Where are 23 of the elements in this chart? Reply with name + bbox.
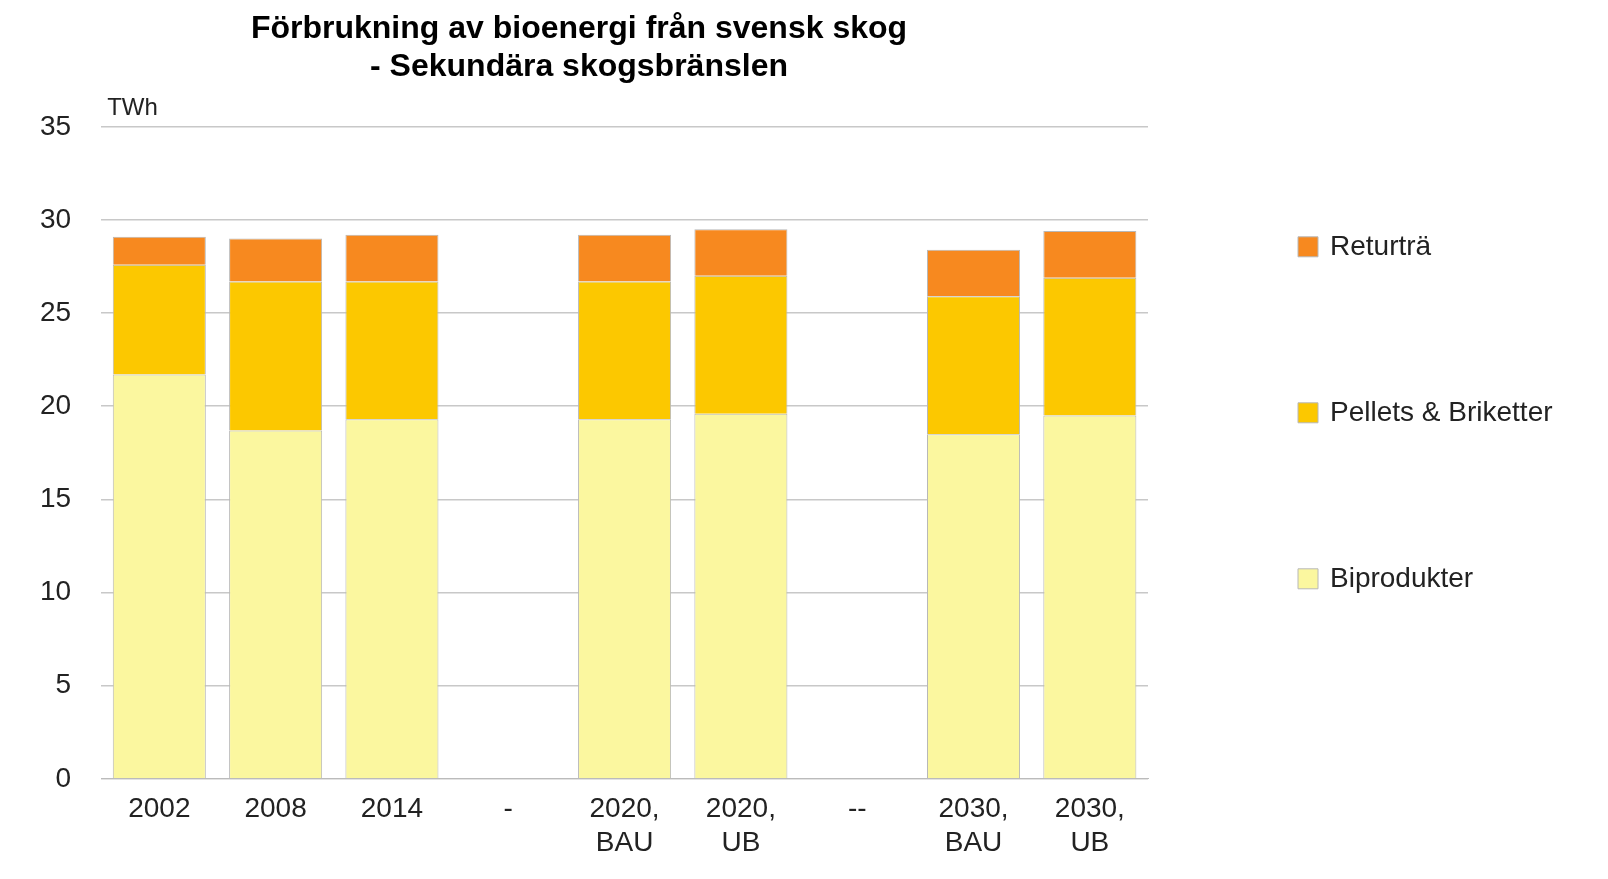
x-tick-label: 2020, UB	[705, 792, 776, 857]
y-tick-label: 10	[39, 575, 72, 607]
x-tick-label: 2002	[128, 792, 191, 824]
x-tick-label: --	[847, 792, 867, 824]
y-tick-label: 5	[55, 668, 72, 700]
legend-label: Pellets & Briketter	[1330, 395, 1553, 427]
legend-label: Returträ	[1330, 229, 1432, 261]
y-tick-label: 20	[39, 388, 72, 420]
x-tick-label: 2030, BAU	[938, 792, 1009, 857]
x-tick-label: 2020, BAU	[589, 792, 660, 857]
y-tick-label: 25	[39, 295, 72, 327]
legend-label: Biprodukter	[1330, 561, 1474, 593]
x-tick-label: 2008	[244, 792, 307, 824]
y-tick-label: 35	[39, 109, 72, 141]
x-tick-label: -	[503, 792, 513, 824]
chart-subtitle: - Sekundära skogsbränslen	[370, 47, 788, 84]
y-axis-title: TWh	[107, 93, 158, 121]
x-tick-label: 2014	[360, 792, 424, 824]
y-tick-label: 15	[39, 482, 72, 514]
y-tick-label: 30	[39, 202, 72, 234]
x-tick-label: 2030, UB	[1054, 792, 1125, 857]
chart-title: Förbrukning av bioenergi från svensk skog	[250, 9, 908, 46]
y-tick-label: 0	[55, 761, 72, 793]
